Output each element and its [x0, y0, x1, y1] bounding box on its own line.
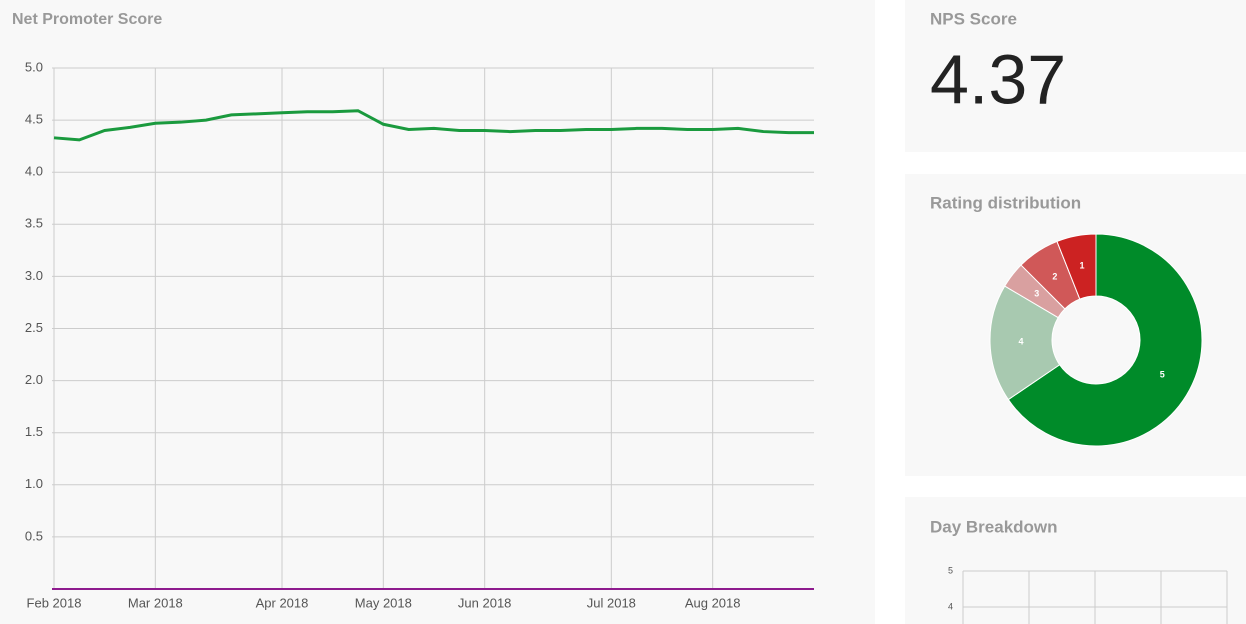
chart-title: Day Breakdown — [930, 517, 1058, 536]
pie-slice — [1056, 233, 1097, 300]
y-tick-label: 5 — [948, 565, 953, 575]
x-tick-label: Feb 2018 — [27, 595, 82, 610]
x-tick-label: Mar 2018 — [128, 595, 183, 610]
y-tick-label: 5.0 — [25, 59, 43, 74]
y-tick-label: 2.0 — [25, 372, 43, 387]
y-tick-label: 3.0 — [25, 268, 43, 283]
x-tick-label: Jun 2018 — [458, 595, 512, 610]
y-tick-label: 0.5 — [25, 528, 43, 543]
y-tick-label: 4.0 — [25, 164, 43, 179]
x-tick-label: Aug 2018 — [685, 595, 741, 610]
panel — [0, 0, 875, 624]
panel — [905, 497, 1246, 624]
y-tick-label: 2.5 — [25, 320, 43, 335]
chart-title: Rating distribution — [930, 193, 1081, 212]
slice-label: 2 — [1052, 272, 1057, 282]
y-tick-label: 3.5 — [25, 216, 43, 231]
y-tick-label: 4 — [948, 601, 953, 611]
slice-label: 4 — [1019, 337, 1024, 347]
x-tick-label: Apr 2018 — [256, 595, 309, 610]
data-line — [53, 109, 814, 142]
panel — [905, 0, 1246, 152]
x-tick-label: Jul 2018 — [587, 595, 636, 610]
slice-label: 5 — [1160, 369, 1165, 379]
chart-title: Net Promoter Score — [12, 11, 162, 28]
x-tick-label: May 2018 — [355, 595, 412, 610]
y-tick-label: 1.0 — [25, 476, 43, 491]
pie-slice — [1007, 233, 1203, 447]
nps-value: 4.37 — [930, 40, 1066, 118]
y-tick-label: 4.5 — [25, 112, 43, 127]
card-title: NPS Score — [930, 9, 1017, 28]
slice-label: 3 — [1034, 288, 1039, 298]
y-tick-label: 1.5 — [25, 424, 43, 439]
slice-label: 1 — [1079, 261, 1084, 271]
